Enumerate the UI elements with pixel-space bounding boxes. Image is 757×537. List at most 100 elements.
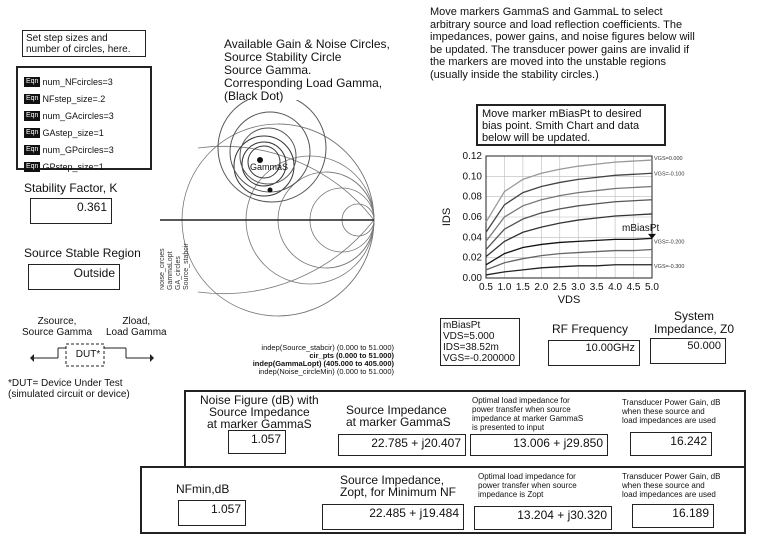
bias-readout-line: VGS=-0.200000 [443, 353, 515, 364]
nfmin-value[interactable]: 1.057 [178, 500, 246, 526]
zs-zopt-label: Source Impedance, Zopt, for Minimum NF [340, 473, 457, 499]
eqn-tag: Eqn [24, 144, 41, 155]
gamma-s-label: GammaS [250, 162, 288, 172]
dut-diagram [30, 343, 154, 367]
iv-series-line [485, 172, 653, 233]
stability-factor-value[interactable]: 0.361 [30, 198, 112, 224]
source-stable-region-label: Source Stable Region [24, 246, 141, 260]
zl-gammas-label: Optimal load impedance for power transfe… [472, 396, 584, 432]
eqn-tag: Eqn [24, 76, 41, 87]
iv-chart[interactable]: 0.00 0.02 0.04 0.06 0.08 0.10 0.12 0.5 1.0 1.5 2.0… [440, 148, 690, 308]
iv-series-line [485, 213, 653, 258]
step-size-note: Set step sizes and number of circles, he… [22, 30, 146, 57]
dut-box-label: DUT* [75, 349, 101, 360]
smith-side-label: GA_circles [175, 256, 182, 290]
rf-frequency-label: RF Frequency [552, 322, 629, 336]
iv-series-line [485, 185, 653, 242]
smith-legend-item: indep(Source_stabcir) (0.000 to 51.000) [261, 343, 394, 352]
iv-curve-label: VGS=-0.300 [654, 264, 684, 270]
source-stable-region-value[interactable]: Outside [28, 264, 120, 290]
gamma-s-marker [257, 157, 263, 163]
eqn-tag: Eqn [24, 127, 41, 138]
equation-item[interactable]: Eqn num_GPcircles=3 [24, 141, 150, 158]
system-impedance-value[interactable]: 50.000 [650, 338, 726, 364]
equation-item[interactable]: Eqn GAstep_size=1 [24, 124, 150, 141]
zl-zopt-value[interactable]: 13.204 + j30.320 [474, 506, 612, 530]
smith-side-label: Source_stabcir [183, 243, 190, 290]
iv-x-tick-label: 0.5 [479, 282, 493, 293]
iv-curve-label: VGS=-0.100 [654, 171, 684, 177]
iv-series-line [485, 264, 652, 276]
smith-side-label: GammaLopt [167, 251, 174, 290]
iv-y-tick-label: 0.00 [463, 273, 483, 284]
arrow-right-icon [150, 354, 154, 362]
equation-item[interactable]: Eqn num_NFcircles=3 [24, 73, 150, 90]
iv-series-line [485, 199, 653, 250]
nf-gammas-label: Noise Figure (dB) with Source Impedance … [200, 393, 319, 431]
equation-item[interactable]: Eqn num_GAcircles=3 [24, 107, 150, 124]
gain-circles [217, 100, 327, 203]
smith-chart-title: Available Gain & Noise Circles, Source S… [224, 37, 390, 103]
zs-gammas-label: Source Impedance at marker GammaS [346, 403, 451, 429]
nf-gammas-value[interactable]: 1.057 [228, 430, 286, 454]
gt-zopt-label: Transducer Power Gain, dB when these sou… [622, 472, 721, 499]
gt-zopt-value[interactable]: 16.189 [632, 504, 714, 528]
iv-x-tick-label: 3.0 [571, 282, 585, 293]
iv-x-tick-label: 1.0 [497, 282, 511, 293]
smith-side-labels: Noise_circleMinNoise_circlesGammaLoptGA_… [160, 243, 190, 290]
smith-legend-item: indep(GammaLopt) (405.000 to 405.000) [252, 359, 394, 368]
smith-legend-item: indep(Noise_circleMin) (0.000 to 51.000) [258, 367, 395, 376]
equation-text: GPstep_size=1 [42, 161, 104, 172]
bias-note: Move marker mBiasPt to desired bias poin… [476, 104, 666, 146]
equation-item[interactable]: Eqn GPstep_size=1 [24, 158, 150, 175]
nfmin-label: NFmin,dB [176, 482, 230, 496]
system-impedance-label: System Impedance, Z0 [653, 309, 735, 336]
equation-text: GAstep_size=1 [42, 127, 104, 138]
mbiaspt-marker-label: mBiasPt [622, 223, 659, 234]
rf-frequency-value[interactable]: 10.00GHz [548, 340, 640, 366]
bias-readout-line: mBiasPt [443, 320, 481, 331]
zload-label: Zload, Load Gamma [106, 316, 167, 338]
zs-zopt-value[interactable]: 22.485 + j19.484 [322, 504, 464, 530]
iv-y-tick-label: 0.10 [463, 171, 483, 182]
iv-curve-label: VGS=-0.200 [654, 239, 684, 245]
dut-footnote: *DUT= Device Under Test (simulated circu… [8, 378, 130, 400]
iv-plot-frame [485, 155, 653, 279]
smith-legend: indep(Source_stabcir) (0.000 to 51.000) c… [224, 344, 394, 376]
iv-y-tick-label: 0.04 [463, 232, 483, 243]
iv-x-tick-label: 2.5 [553, 282, 567, 293]
instructions-text: Move markers GammaS and GammaL to select… [430, 6, 695, 81]
smith-legend-item: cir_pts (0.000 to 51.000) [309, 351, 394, 360]
iv-y-tick-label: 0.02 [463, 253, 483, 264]
zl-zopt-label: Optimal load impedance for power transfe… [478, 472, 577, 499]
zs-gammas-value[interactable]: 22.785 + j20.407 [338, 434, 466, 456]
iv-y-tick-label: 0.08 [463, 192, 483, 203]
iv-x-tick-label: 2.0 [534, 282, 548, 293]
equation-text: num_NFcircles=3 [42, 76, 113, 87]
bias-readout-line: VDS=5.000 [443, 331, 495, 342]
equation-item[interactable]: Eqn NFstep_size=.2 [24, 90, 150, 107]
iv-x-tick-label: 4.5 [627, 282, 641, 293]
mbiaspt-marker-icon [648, 233, 656, 239]
eqn-tag: Eqn [24, 161, 41, 172]
smith-chart[interactable]: GammaS Noise_circleMinNoise_circlesGamma… [160, 100, 400, 350]
smith-side-label: Noise_circles [160, 248, 166, 290]
iv-x-tick-label: 5.0 [645, 282, 659, 293]
bias-readout: mBiasPt VDS=5.000 IDS=38.52m VGS=-0.200000 [440, 318, 520, 366]
equation-list: Eqn num_NFcircles=3 Eqn NFstep_size=.2 Eqn nu… [24, 73, 150, 175]
equation-text: num_GAcircles=3 [42, 110, 114, 121]
iv-series-line [485, 159, 653, 223]
gamma-l-dot [267, 187, 273, 193]
eqn-tag: Eqn [24, 93, 41, 104]
equation-text: NFstep_size=.2 [42, 93, 106, 104]
iv-x-tick-label: 4.0 [608, 282, 622, 293]
gt-gammas-value[interactable]: 16.242 [630, 432, 712, 456]
iv-y-tick-label: 0.12 [463, 151, 483, 162]
iv-y-tick-label: 0.06 [463, 212, 483, 223]
iv-series-line [485, 248, 653, 271]
zsource-label: Zsource, Source Gamma [22, 316, 93, 338]
equation-text: num_GPcircles=3 [42, 144, 114, 155]
equations-panel: Eqn num_NFcircles=3 Eqn NFstep_size=.2 Eqn nu… [16, 66, 152, 172]
iv-x-axis-label: VDS [558, 294, 581, 306]
zl-gammas-value[interactable]: 13.006 + j29.850 [470, 434, 608, 456]
